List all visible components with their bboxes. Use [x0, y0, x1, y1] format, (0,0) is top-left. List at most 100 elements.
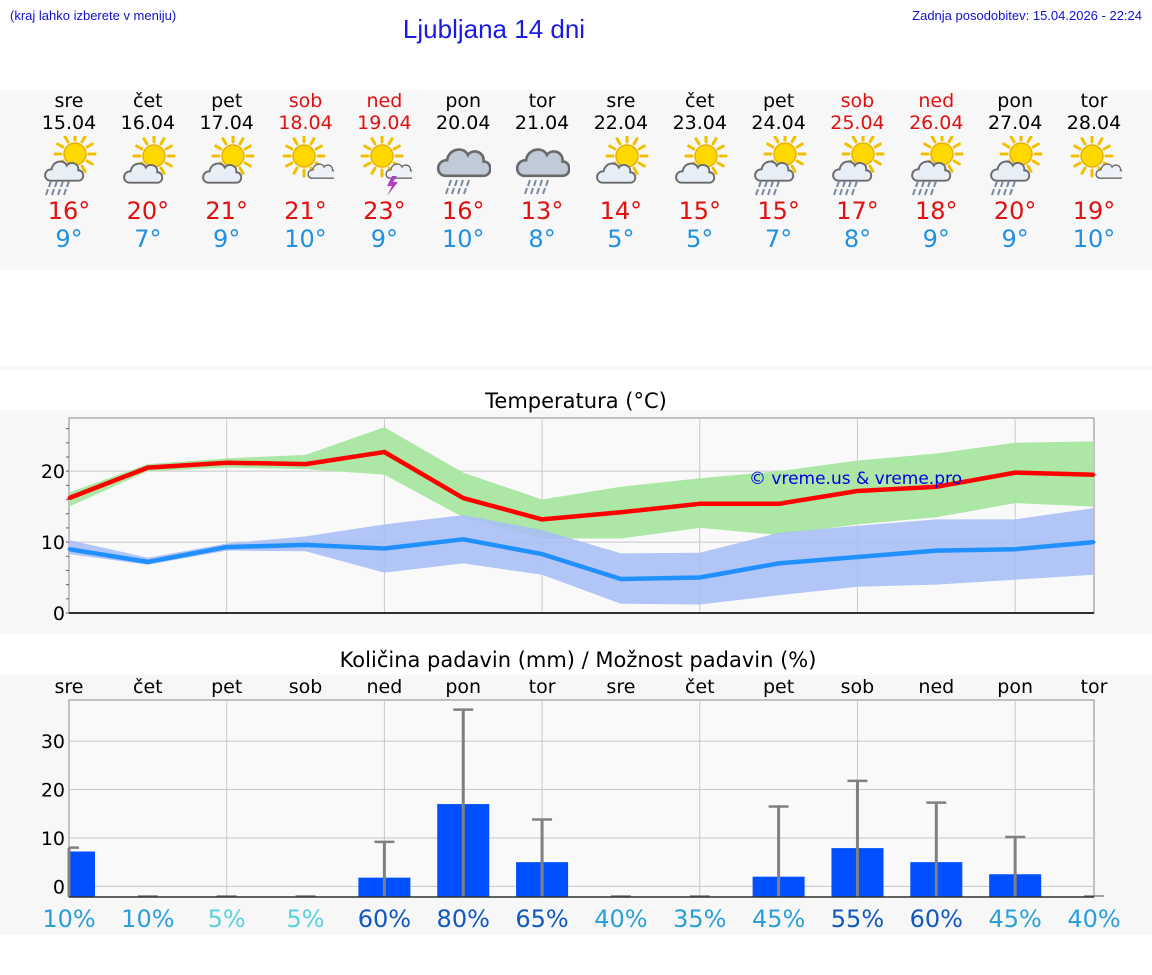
max-range-band — [69, 427, 1094, 539]
day-column: tor 21.04 13° 8° — [497, 90, 587, 253]
day-column: sob 25.04 17° 8° — [812, 90, 902, 253]
day-column: pon 20.04 16° 10° — [418, 90, 508, 253]
day-date: 24.04 — [751, 112, 806, 134]
max-temperature: 21° — [284, 197, 327, 225]
x-category-label: pet — [763, 676, 794, 698]
day-column: ned 26.04 18° 9° — [891, 90, 981, 253]
day-date: 21.04 — [514, 112, 570, 134]
day-column: ned 19.04 23° 9° — [339, 90, 429, 253]
min-point — [67, 547, 71, 551]
max-point — [1092, 473, 1096, 477]
day-name: pon — [997, 90, 1033, 112]
day-name: tor — [528, 90, 556, 112]
day-column: pon 27.04 20° 9° — [970, 90, 1060, 253]
x-category-label: sob — [841, 676, 875, 698]
day-column: čet 23.04 15° 5° — [655, 90, 745, 253]
x-category-label: ned — [918, 676, 954, 698]
y-tick-label: 10 — [41, 532, 65, 554]
min-temperature: 9° — [922, 225, 950, 253]
day-date: 26.04 — [909, 112, 964, 134]
chart-title: Temperatura (°C) — [484, 389, 667, 413]
y-tick-label: 10 — [41, 828, 65, 850]
max-temperature: 18° — [915, 197, 958, 225]
day-name: sob — [288, 90, 323, 112]
max-point — [934, 485, 938, 489]
max-point — [304, 462, 308, 466]
precipitation-probability: 45% — [988, 905, 1041, 933]
min-temperature: 7° — [764, 225, 793, 253]
min-point — [1013, 547, 1017, 551]
day-name: čet — [684, 90, 715, 112]
min-temperature: 5° — [607, 225, 635, 253]
max-point — [146, 466, 150, 470]
day-name: tor — [1080, 90, 1108, 112]
min-range-band — [69, 508, 1094, 605]
x-category-label: čet — [133, 676, 163, 698]
x-category-label: tor — [1081, 676, 1108, 698]
x-category-label: pet — [211, 676, 242, 698]
cloud-rain-icon — [497, 136, 587, 196]
min-point — [777, 561, 781, 565]
day-date: 16.04 — [120, 112, 176, 134]
divider — [0, 366, 1152, 370]
max-temperature: 16° — [47, 197, 91, 225]
min-temperature: 9° — [370, 225, 399, 253]
day-name: pet — [763, 90, 795, 112]
day-name: pet — [211, 90, 243, 112]
max-temperature: 19° — [1072, 197, 1116, 225]
x-category-label: ned — [366, 676, 402, 698]
max-temperature: 17° — [836, 197, 879, 225]
precipitation-probability: 5% — [286, 905, 324, 933]
max-point — [382, 450, 386, 454]
day-date: 27.04 — [987, 112, 1043, 134]
day-column: pet 17.04 21° 9° — [182, 90, 272, 253]
precipitation-bar — [69, 851, 95, 897]
day-column: tor 28.04 19° 10° — [1049, 90, 1139, 253]
precipitation-probability: 80% — [437, 905, 490, 933]
max-point — [777, 502, 781, 506]
min-temperature: 5° — [686, 225, 714, 253]
sun-cloud-icon — [655, 136, 745, 196]
x-category-label: sob — [289, 676, 323, 698]
max-point — [698, 502, 702, 506]
precipitation-probability: 60% — [358, 905, 411, 933]
precipitation-probability: 40% — [594, 905, 647, 933]
max-temperature: 15° — [757, 197, 800, 225]
page-title: Ljubljana 14 dni — [402, 14, 586, 44]
cloud-rain-icon — [418, 136, 508, 196]
min-temperature: 10° — [441, 225, 485, 253]
watermark: © vreme.us & vreme.pro — [749, 469, 962, 489]
min-point — [461, 537, 465, 541]
day-date: 20.04 — [436, 112, 491, 134]
min-point — [146, 560, 150, 564]
sun-cloud-rain-icon — [734, 136, 824, 196]
max-point — [67, 496, 71, 500]
x-category-label: sre — [606, 676, 635, 698]
sun-small-cloud-icon — [261, 136, 351, 196]
day-name: ned — [918, 90, 955, 112]
day-date: 22.04 — [593, 112, 649, 134]
forecast-band — [0, 90, 1152, 270]
min-point — [304, 543, 308, 547]
min-temperature-line — [68, 537, 1095, 582]
x-category-label: pon — [445, 676, 481, 698]
day-column: sre 22.04 14° 5° — [576, 90, 666, 253]
max-temperature: 21° — [205, 197, 248, 225]
sun-cloud-rain-icon — [24, 136, 114, 196]
max-temperature: 16° — [441, 197, 485, 225]
chart-title: Količina padavin (mm) / Možnost padavin … — [340, 648, 817, 672]
min-temperature: 9° — [213, 225, 241, 253]
x-category-label: sre — [55, 676, 84, 698]
min-point — [934, 549, 938, 553]
x-category-label: pon — [997, 676, 1033, 698]
min-temperature: 9° — [55, 225, 83, 253]
precipitation-probability: 45% — [752, 905, 805, 933]
max-temperature: 15° — [678, 197, 722, 225]
sun-cloud-icon — [103, 136, 193, 196]
last-updated: Zadnja posodobitev: 15.04.2026 - 22:24 — [912, 8, 1142, 23]
min-point — [619, 577, 623, 581]
day-date: 19.04 — [357, 112, 412, 134]
min-point — [698, 576, 702, 580]
sun-cloud-rain-icon — [970, 136, 1060, 196]
